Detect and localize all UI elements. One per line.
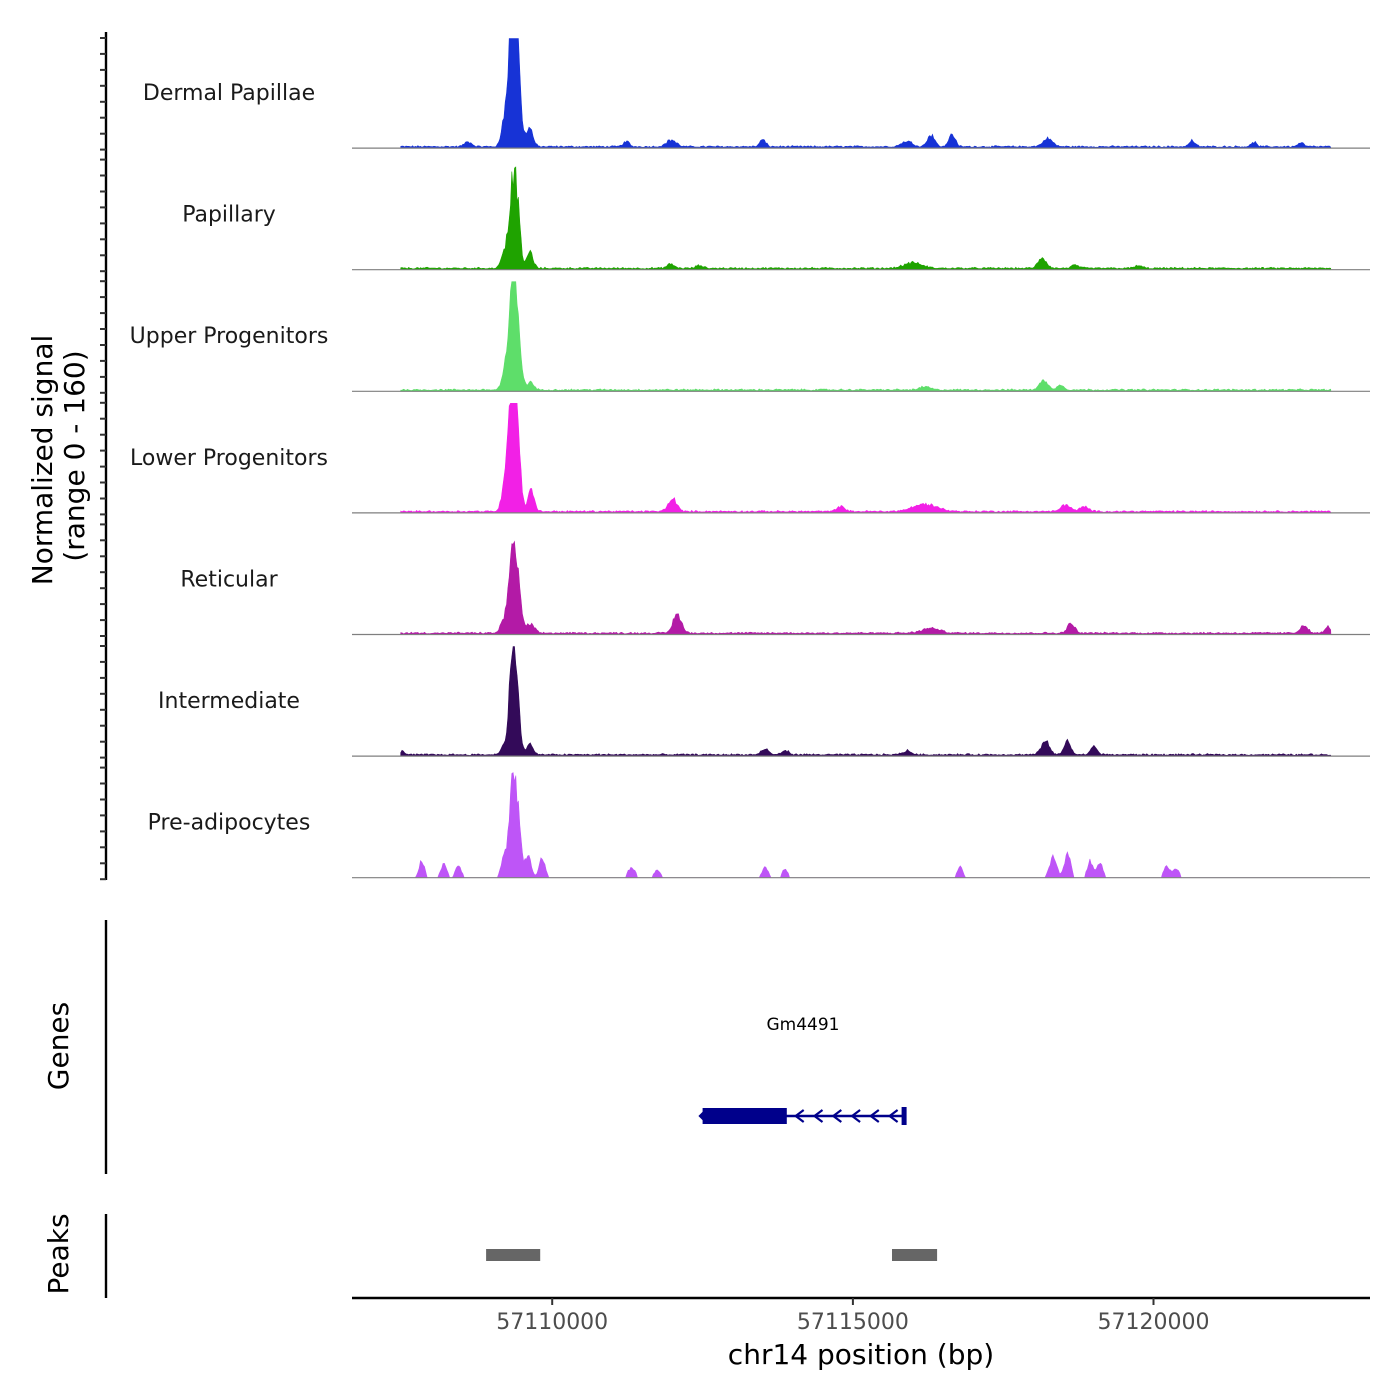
track-label: Upper Progenitors xyxy=(130,324,329,349)
track-label: Reticular xyxy=(180,567,278,592)
track-label: Intermediate xyxy=(158,689,300,714)
strand-arrow xyxy=(887,1109,899,1123)
coverage-tracks: Dermal Papillae Papillary Upper Progenitor… xyxy=(130,38,1370,879)
strand-arrow xyxy=(868,1109,880,1123)
gene-start-marker xyxy=(698,1110,705,1122)
track-intermediate: Intermediate xyxy=(158,646,1370,757)
track-label: Papillary xyxy=(182,203,276,228)
coverage-area xyxy=(400,38,1332,149)
x-tick-label: 57110000 xyxy=(496,1310,608,1335)
coverage-area xyxy=(400,166,1332,270)
peaks-panel-title: Peaks xyxy=(42,1213,75,1294)
gene-exon-end xyxy=(901,1107,907,1125)
x-tick-label: 57115000 xyxy=(797,1310,909,1335)
coverage-area xyxy=(400,540,1332,635)
strand-arrow xyxy=(793,1109,805,1123)
strand-arrow xyxy=(831,1109,842,1123)
coverage-area xyxy=(400,646,1332,757)
x-axis-title: chr14 position (bp) xyxy=(728,1338,994,1371)
track-label: Pre-adipocytes xyxy=(148,811,311,836)
track-lower-progenitors: Lower Progenitors xyxy=(130,403,1370,514)
x-axis-ticks: 57110000 57115000 57120000 xyxy=(496,1298,1209,1335)
strand-arrow xyxy=(850,1109,861,1123)
peak-region xyxy=(892,1249,938,1261)
gene-gm4491: Gm4491 xyxy=(698,1015,907,1125)
y-axis-title: Normalized signal (range 0 - 160) xyxy=(26,335,91,586)
track-label: Lower Progenitors xyxy=(130,446,328,471)
coverage-area xyxy=(400,772,1331,878)
track-pre-adipocytes: Pre-adipocytes xyxy=(148,772,1370,879)
track-label: Dermal Papillae xyxy=(143,81,315,106)
track-reticular: Reticular xyxy=(180,540,1370,636)
track-papillary: Papillary xyxy=(182,166,1370,271)
coverage-area xyxy=(400,403,1332,514)
peak-regions xyxy=(486,1249,938,1261)
strand-arrow xyxy=(812,1109,824,1123)
x-tick-label: 57120000 xyxy=(1098,1310,1210,1335)
gene-exon xyxy=(702,1108,787,1124)
track-dermal-papillae: Dermal Papillae xyxy=(143,38,1370,149)
gene-label: Gm4491 xyxy=(767,1015,840,1035)
coverage-y-ticks xyxy=(100,37,106,881)
gene-annotations: Gm4491 xyxy=(698,1015,907,1125)
y-axis-title-line2: (range 0 - 160) xyxy=(58,350,91,561)
genes-panel-title: Genes xyxy=(42,1002,75,1090)
coverage-area xyxy=(400,281,1332,392)
y-axis-title-line1: Normalized signal xyxy=(26,335,59,586)
peak-region xyxy=(486,1249,541,1261)
track-upper-progenitors: Upper Progenitors xyxy=(130,281,1370,392)
